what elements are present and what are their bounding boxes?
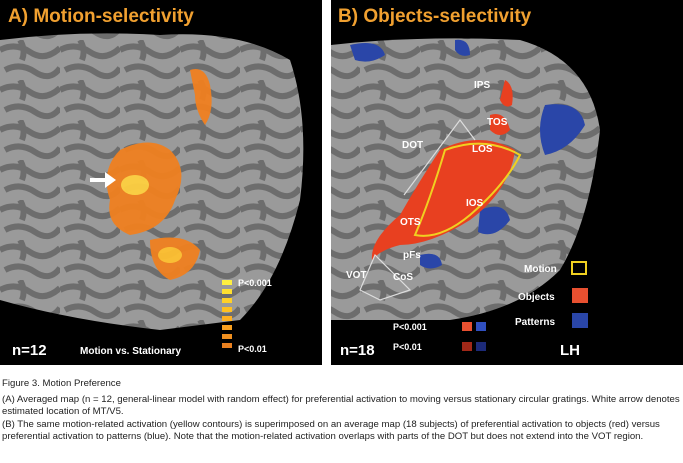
legend-label: Objects xyxy=(518,292,555,303)
caption-paragraph: (A) Averaged map (n = 12, general-linear… xyxy=(2,393,680,418)
legend-swatch xyxy=(571,261,587,275)
n-label: n=12 xyxy=(12,342,47,359)
region-label: VOT xyxy=(346,270,367,281)
n-label: n=18 xyxy=(340,342,375,359)
scale-swatch xyxy=(476,342,486,351)
region-label: DOT xyxy=(402,140,423,151)
scale-label: P<0.01 xyxy=(238,344,267,354)
panel-title: A) Motion-selectivity xyxy=(8,6,194,27)
hemisphere-label: LH xyxy=(560,342,580,359)
scale-swatch xyxy=(476,322,486,331)
scale-label: P<0.01 xyxy=(393,342,422,352)
region-label: IPS xyxy=(474,80,490,91)
arrow xyxy=(90,172,116,188)
panel-b: B) Objects-selectivity IPS TOS DOT LOS I… xyxy=(331,0,683,365)
region-label: pFs xyxy=(403,250,421,261)
caption-paragraph: (B) The same motion-related activation (… xyxy=(2,418,660,443)
activation xyxy=(106,69,212,280)
legend-label: Motion xyxy=(524,264,557,275)
region-labels: IPS TOS DOT LOS IOS OTS pFs VOT CoS xyxy=(346,80,508,283)
figure: A) Motion-selectivity P<0.001 P<0.01 n=1… xyxy=(0,0,683,365)
caption-title: Figure 3. Motion Preference xyxy=(2,378,121,389)
panel-a: A) Motion-selectivity P<0.001 P<0.01 n=1… xyxy=(0,0,322,365)
scale-label: P<0.001 xyxy=(238,278,272,288)
objects-activation xyxy=(371,80,515,260)
scale-swatch xyxy=(462,322,472,331)
region-label: CoS xyxy=(393,272,413,283)
color-scale xyxy=(222,280,232,348)
scale-swatch xyxy=(462,342,472,351)
caption: Figure 3. Motion Preference (A) Averaged… xyxy=(2,378,681,444)
scale-label: P<0.001 xyxy=(393,322,427,332)
motion-contour xyxy=(413,142,522,237)
region-label: LOS xyxy=(472,144,493,155)
legend-swatch xyxy=(572,288,588,303)
patterns-activation xyxy=(350,39,585,269)
region-label: OTS xyxy=(400,217,421,228)
region-label: TOS xyxy=(487,117,508,128)
panel-title: B) Objects-selectivity xyxy=(338,6,532,27)
legend-swatch xyxy=(572,313,588,328)
contrast-label: Motion vs. Stationary xyxy=(80,346,182,357)
region-outline xyxy=(359,118,476,301)
legend-label: Patterns xyxy=(515,317,555,328)
region-label: IOS xyxy=(466,198,484,209)
